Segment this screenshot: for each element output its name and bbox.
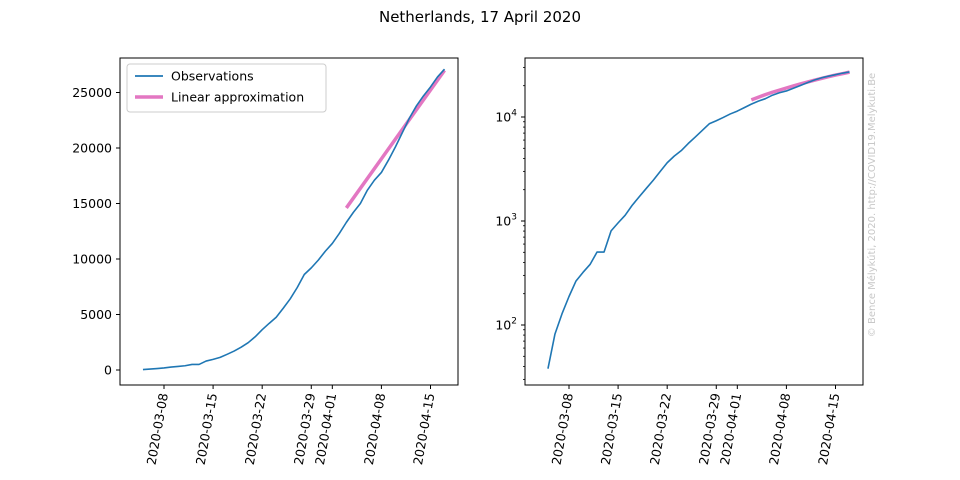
left-x-tick-label: 2020-04-08 [361, 392, 388, 466]
legend: Observations Linear approximation [126, 63, 327, 113]
left-y-tick-label: 0 [104, 363, 112, 378]
left-x-tick-label: 2020-03-15 [193, 392, 220, 466]
figure-title: Netherlands, 17 April 2020 [379, 8, 581, 26]
left-x-tick-label: 2020-04-15 [410, 392, 437, 466]
left-y-tick-label: 15000 [72, 196, 112, 211]
right-x-tick-label: 2020-03-15 [598, 392, 625, 466]
right-y-tick-label: 104 [495, 109, 517, 125]
right-line-observations [547, 71, 850, 369]
left-y-tick-label: 10000 [72, 252, 112, 267]
left-y-tick-label: 20000 [72, 141, 112, 156]
right-x-tick-label: 2020-04-15 [815, 392, 842, 466]
left-line-observations [142, 68, 446, 371]
right-plot-frame [524, 57, 864, 386]
left-plot-frame [119, 57, 459, 386]
left-y-tick-label: 5000 [80, 307, 112, 322]
right-y-tick-label: 103 [495, 213, 517, 229]
legend-label-linear-approximation: Linear approximation [171, 90, 304, 105]
right-y-tick-label: 102 [495, 317, 517, 333]
right-x-tick-label: 2020-03-22 [647, 392, 674, 466]
legend-frame [126, 63, 327, 113]
left-y-tick-label: 25000 [72, 85, 112, 100]
legend-label-observations: Observations [171, 69, 254, 84]
right-x-tick-label: 2020-03-08 [549, 392, 576, 466]
left-line-linear-approximation [344, 69, 446, 209]
left-x-tick-label: 2020-03-22 [242, 392, 269, 466]
left-x-tick-label: 2020-03-08 [144, 392, 171, 466]
watermark: © Bence Mélykúti, 2020. http://COVID19.M… [866, 73, 878, 337]
right-x-tick-label: 2020-04-08 [766, 392, 793, 466]
right-chart-log: 102 103 104 2020-03-08 2020-03-15 2020-03-22 2… [495, 57, 864, 466]
left-chart-linear: 0 5000 10000 15000 20000 25000 2020-03-08 2020-… [72, 57, 459, 466]
